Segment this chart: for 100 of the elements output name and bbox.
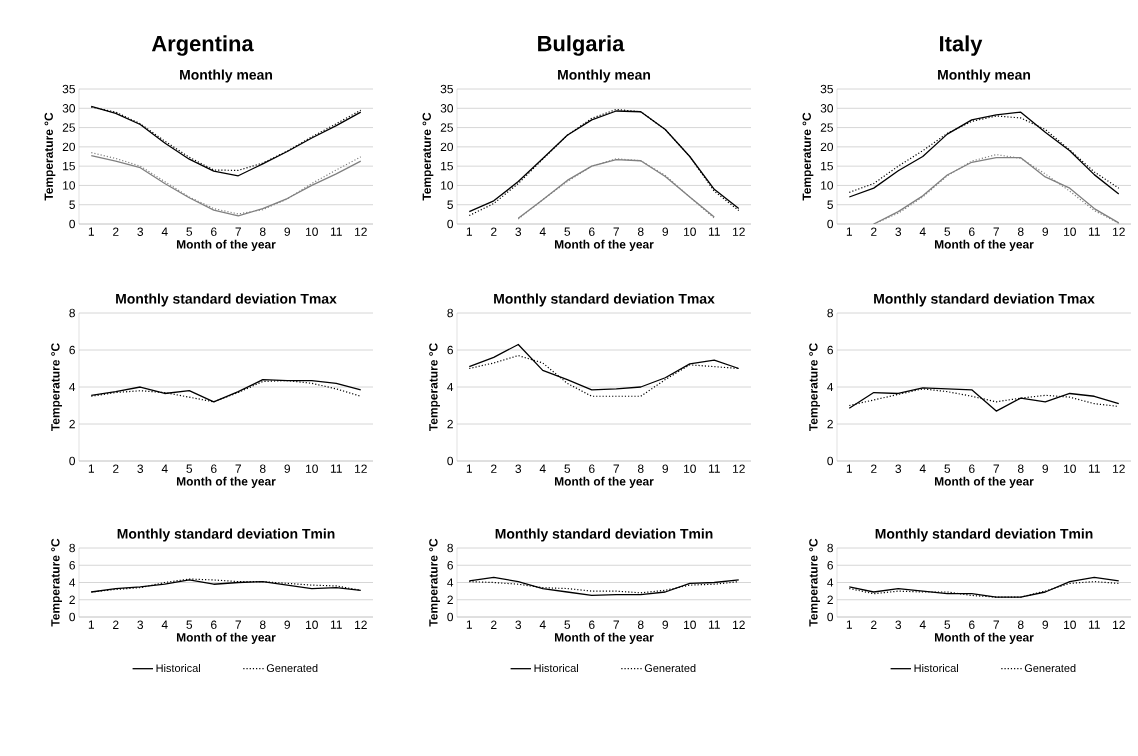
y-tick-label: 6 — [447, 561, 453, 570]
x-tick-label: 3 — [137, 464, 144, 473]
chart-title: Monthly standard deviation Tmax — [116, 293, 337, 307]
x-tick-label: 3 — [137, 620, 144, 629]
chart-title: Monthly standard deviation Tmin — [495, 528, 713, 542]
y-tick-label: 8 — [447, 543, 453, 553]
y-tick-label: 10 — [821, 181, 834, 190]
x-tick-label: 8 — [259, 620, 266, 629]
x-tick-label: 12 — [1113, 227, 1125, 236]
x-tick-label: 8 — [637, 620, 644, 629]
y-tick-label: 6 — [827, 561, 833, 570]
legend-label: Historical — [534, 663, 578, 673]
x-tick-label: 1 — [846, 464, 852, 473]
x-tick-label: 9 — [1042, 227, 1049, 236]
legend-label: Generated — [266, 663, 318, 673]
x-axis-title: Month of the year — [554, 239, 654, 251]
y-axis-title: Temperature °C — [51, 538, 62, 627]
y-tick-label: 30 — [440, 104, 454, 113]
x-tick-label: 11 — [330, 464, 342, 473]
x-tick-label: 4 — [161, 620, 168, 629]
x-tick-label: 10 — [684, 227, 696, 236]
x-tick-label: 12 — [733, 227, 745, 236]
x-tick-label: 6 — [211, 620, 217, 629]
y-tick-label: 2 — [69, 419, 75, 429]
x-tick-label: 9 — [284, 227, 291, 236]
x-tick-label: 7 — [993, 464, 999, 473]
y-tick-label: 10 — [63, 181, 76, 190]
x-tick-label: 8 — [1017, 227, 1024, 236]
y-axis-title: Temperature °C — [809, 343, 820, 431]
y-tick-label: 4 — [827, 578, 834, 587]
y-tick-label: 6 — [827, 345, 833, 355]
legend-label: Historical — [914, 663, 958, 673]
x-tick-label: 9 — [1042, 464, 1049, 473]
chart-subtitle: Monthly mean — [558, 69, 651, 83]
x-tick-label: 10 — [1064, 227, 1076, 236]
y-tick-label: 0 — [447, 219, 454, 229]
chart-subtitle: Monthly mean — [938, 69, 1031, 83]
x-tick-label: 4 — [919, 227, 926, 236]
y-axis-title: Temperature °C — [422, 112, 434, 201]
x-tick-label: 10 — [1064, 620, 1076, 629]
x-tick-label: 9 — [662, 620, 669, 629]
x-tick-label: 5 — [944, 464, 951, 473]
x-tick-label: 7 — [613, 620, 619, 629]
x-tick-label: 1 — [88, 227, 94, 236]
x-tick-label: 9 — [662, 464, 669, 473]
x-tick-label: 8 — [637, 227, 644, 236]
y-tick-label: 0 — [69, 612, 76, 622]
x-tick-label: 11 — [708, 227, 720, 236]
x-tick-label: 12 — [1113, 464, 1125, 473]
x-tick-label: 11 — [330, 620, 342, 629]
chart-title: Monthly standard deviation Tmin — [875, 528, 1093, 542]
y-axis-title: Temperature °C — [809, 538, 820, 627]
x-tick-label: 2 — [491, 620, 497, 629]
x-tick-label: 4 — [919, 464, 926, 473]
x-tick-label: 7 — [235, 620, 241, 629]
x-tick-label: 1 — [88, 620, 94, 629]
y-axis-title: Temperature °C — [802, 112, 814, 201]
x-tick-label: 7 — [613, 227, 619, 236]
x-tick-label: 10 — [306, 620, 318, 629]
x-tick-label: 3 — [895, 464, 902, 473]
chart-title: Monthly standard deviation Tmin — [117, 528, 335, 542]
chart-title: Bulgaria — [538, 35, 625, 56]
y-tick-label: 0 — [827, 612, 834, 622]
x-tick-label: 7 — [235, 464, 241, 473]
y-tick-label: 0 — [827, 456, 834, 466]
x-tick-label: 3 — [515, 620, 522, 629]
y-tick-label: 5 — [447, 200, 453, 209]
x-tick-label: 12 — [355, 464, 367, 473]
y-tick-label: 35 — [62, 84, 75, 94]
y-tick-label: 35 — [820, 84, 833, 94]
y-tick-label: 0 — [827, 219, 834, 229]
x-tick-label: 2 — [113, 620, 119, 629]
x-tick-label: 7 — [613, 464, 619, 473]
x-tick-label: 11 — [1088, 227, 1100, 236]
y-tick-label: 30 — [62, 104, 76, 113]
y-tick-label: 5 — [69, 200, 75, 209]
y-tick-label: 2 — [69, 595, 75, 604]
x-tick-label: 1 — [466, 464, 472, 473]
x-tick-label: 11 — [708, 464, 720, 473]
y-axis-title: Temperature °C — [429, 538, 440, 627]
y-tick-label: 20 — [440, 142, 454, 152]
chart-title: Monthly standard deviation Tmax — [494, 293, 715, 307]
x-tick-label: 5 — [186, 620, 193, 629]
x-tick-label: 2 — [871, 227, 877, 236]
x-tick-label: 11 — [1088, 464, 1100, 473]
legend-label: Generated — [644, 663, 696, 673]
legend-label: Historical — [156, 663, 200, 673]
x-tick-label: 3 — [137, 227, 144, 236]
x-axis-title: Month of the year — [176, 632, 276, 644]
x-tick-label: 6 — [589, 227, 595, 236]
y-tick-label: 6 — [69, 561, 75, 570]
y-tick-label: 0 — [447, 612, 454, 622]
x-tick-label: 2 — [113, 464, 119, 473]
x-tick-label: 12 — [733, 620, 745, 629]
y-tick-label: 15 — [63, 161, 75, 171]
x-axis-title: Month of the year — [554, 632, 654, 644]
x-tick-label: 1 — [846, 227, 852, 236]
y-tick-label: 4 — [69, 382, 76, 392]
x-tick-label: 2 — [871, 464, 877, 473]
x-tick-label: 8 — [1017, 620, 1024, 629]
